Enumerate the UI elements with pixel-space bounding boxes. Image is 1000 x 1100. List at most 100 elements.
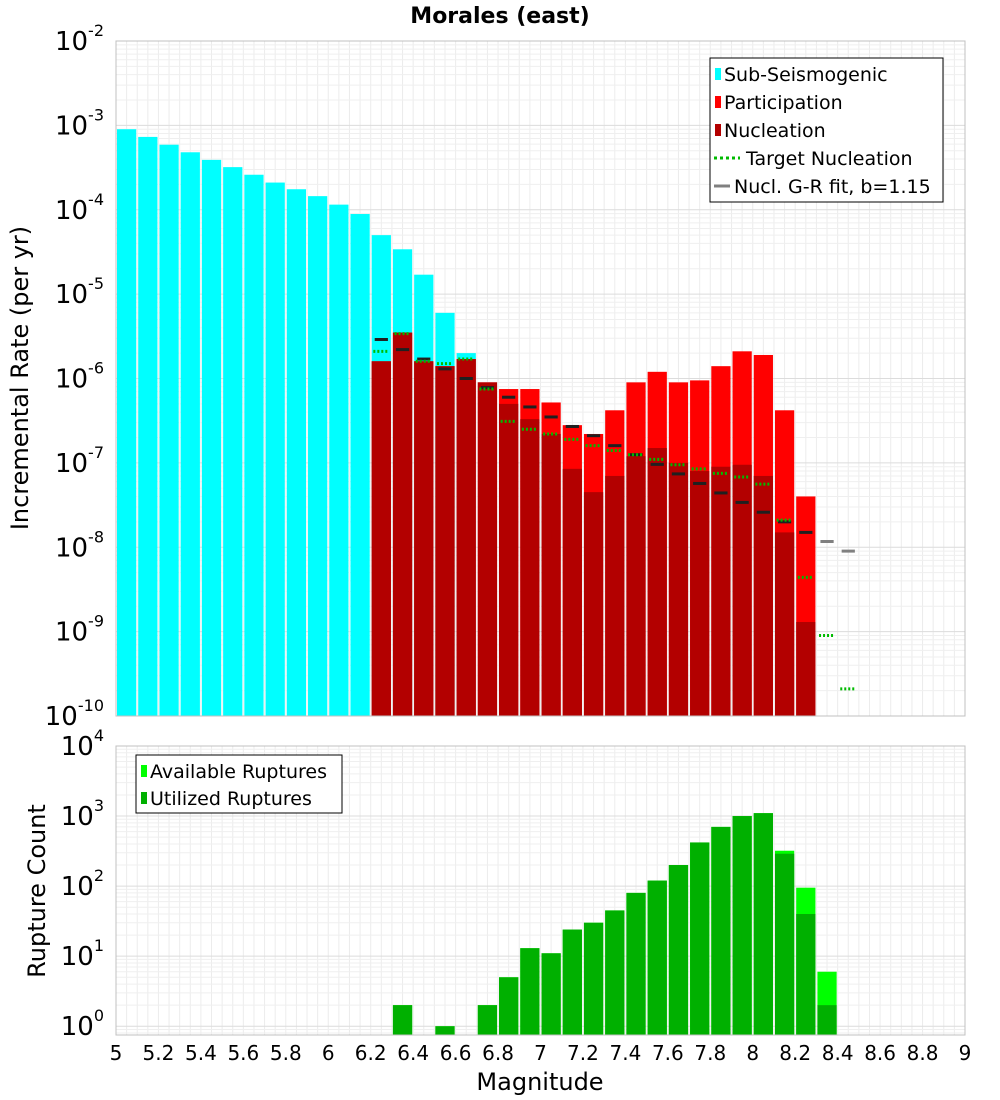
x-tick-label: 8.8 (907, 1041, 939, 1065)
top-y-tick-label: 10-4 (55, 190, 104, 226)
utilized-ruptures-bar (711, 826, 731, 1035)
sub-seismogenic-bar (244, 174, 264, 716)
top-lines (373, 332, 857, 691)
top-legend-box (709, 57, 944, 203)
nucleation-bar (690, 471, 710, 716)
sub-seismogenic-bar (308, 196, 328, 716)
x-tick-label: 8.4 (822, 1041, 854, 1065)
sub-seismogenic-bar (350, 214, 370, 717)
bottom-y-tick-label: 100 (61, 1006, 104, 1042)
bottom-legend: Available Ruptures Utilized Ruptures (135, 754, 343, 814)
nucleation-bar (371, 361, 391, 716)
x-tick-label: 5.6 (227, 1041, 259, 1065)
x-tick-label: 5 (110, 1041, 123, 1065)
top-bars (117, 129, 816, 717)
top-y-tick-label: 10-9 (55, 612, 104, 648)
top-y-tick-label: 10-2 (55, 21, 104, 57)
utilized-ruptures-bar (668, 865, 689, 1035)
utilized-ruptures-bar (774, 853, 795, 1035)
nucleation-bar (435, 366, 455, 716)
sub-seismogenic-bar (159, 144, 179, 717)
sub-seismogenic-bar (117, 129, 137, 717)
x-tick-label: 7.8 (694, 1041, 726, 1065)
top-legend-label: Participation (724, 92, 843, 114)
nucleation-bar (499, 403, 519, 716)
nucleation-bar (796, 622, 816, 716)
utilized-ruptures-bar (796, 914, 816, 1035)
top-legend: Sub-Seismogenic Participation Nucleation Ta… (709, 57, 944, 203)
nucleation-bar (732, 464, 752, 716)
bottom-bars (392, 813, 837, 1035)
x-tick-label: 6.2 (355, 1041, 387, 1065)
bottom-y-tick-label: 102 (61, 866, 104, 902)
chart-title: Morales (east) (410, 4, 589, 29)
bottom-y-tick-label: 103 (61, 796, 104, 832)
top-plot-frame (115, 40, 966, 717)
x-tick-label: 7.4 (609, 1041, 641, 1065)
nucleation-bar (477, 382, 498, 716)
utilized-ruptures-bar (392, 1005, 413, 1035)
bottom-y-tick-label: 101 (61, 936, 104, 972)
x-tick-label: 6.6 (440, 1041, 472, 1065)
top-legend-label: Nucleation (724, 120, 826, 142)
utilized-ruptures-bar (690, 842, 710, 1035)
top-y-ticks: 10-10 10-9 10-8 10-7 10-6 10-5 10-4 10-3 10-2 (45, 21, 104, 732)
sub-seismogenic-bar (201, 159, 222, 717)
utilized-ruptures-bar (647, 880, 667, 1035)
bottom-legend-swatch (141, 765, 147, 777)
nucleation-bar (541, 433, 561, 716)
x-tick-label: 7 (534, 1041, 547, 1065)
x-tick-label: 6.8 (482, 1041, 514, 1065)
bottom-legend-label: Utilized Ruptures (150, 788, 312, 810)
nucleation-bar (605, 475, 625, 716)
sub-seismogenic-bar (138, 136, 158, 717)
utilized-ruptures-bar (626, 892, 646, 1035)
x-axis-label: Magnitude (476, 1068, 603, 1096)
nucleation-bar (583, 492, 604, 716)
sub-seismogenic-bar (180, 152, 200, 716)
utilized-ruptures-bar (605, 910, 625, 1035)
top-y-tick-label: 10-6 (55, 359, 104, 395)
nucleation-bar (414, 361, 434, 716)
utilized-ruptures-bar (435, 1026, 455, 1035)
x-tick-label: 7.2 (567, 1041, 599, 1065)
bottom-y-axis-label: Rupture Count (23, 804, 51, 978)
nucleation-bar (711, 466, 731, 716)
utilized-ruptures-bar (753, 813, 773, 1035)
top-y-tick-label: 10-10 (45, 696, 104, 732)
bottom-y-tick-label: 104 (61, 726, 104, 762)
top-y-axis-label: Incremental Rate (per yr) (6, 226, 34, 530)
sub-seismogenic-bar (265, 182, 285, 716)
bottom-legend-label: Available Ruptures (150, 761, 327, 783)
nucleation-bar (520, 419, 540, 716)
top-y-tick-label: 10-3 (55, 105, 104, 141)
sub-seismogenic-bar (286, 189, 307, 717)
utilized-ruptures-bar (817, 1005, 837, 1035)
nucleation-bar (753, 475, 773, 716)
nucleation-bar (392, 332, 413, 716)
x-tick-label: 5.4 (185, 1041, 217, 1065)
top-legend-label: Sub-Seismogenic (724, 64, 888, 86)
top-legend-label: Nucl. G-R fit, b=1.15 (734, 176, 931, 198)
nucleation-bar (774, 532, 795, 716)
top-legend-label: Target Nucleation (745, 148, 913, 170)
utilized-ruptures-bar (541, 953, 561, 1035)
top-legend-swatch (715, 96, 721, 108)
x-tick-label: 8.6 (864, 1041, 896, 1065)
utilized-ruptures-bar (477, 1005, 498, 1035)
bottom-plot-frame (115, 745, 966, 1036)
x-tick-label: 6 (322, 1041, 335, 1065)
top-legend-swatch (715, 68, 721, 80)
utilized-ruptures-bar (583, 922, 604, 1035)
nucleation-bar (668, 462, 689, 716)
x-tick-label: 5.2 (143, 1041, 175, 1065)
x-tick-label: 8.2 (779, 1041, 811, 1065)
x-ticks: 5 5.2 5.4 5.6 5.8 6 6.2 6.4 6.6 6.8 7 7.2 7.4 7.6 7.8 8… (110, 1041, 972, 1065)
x-tick-label: 5.8 (270, 1041, 302, 1065)
top-y-tick-label: 10-8 (55, 527, 104, 563)
nucleation-bar (626, 456, 646, 716)
nucleation-bar (647, 448, 667, 716)
top-y-tick-label: 10-7 (55, 443, 104, 479)
x-tick-label: 7.6 (652, 1041, 684, 1065)
